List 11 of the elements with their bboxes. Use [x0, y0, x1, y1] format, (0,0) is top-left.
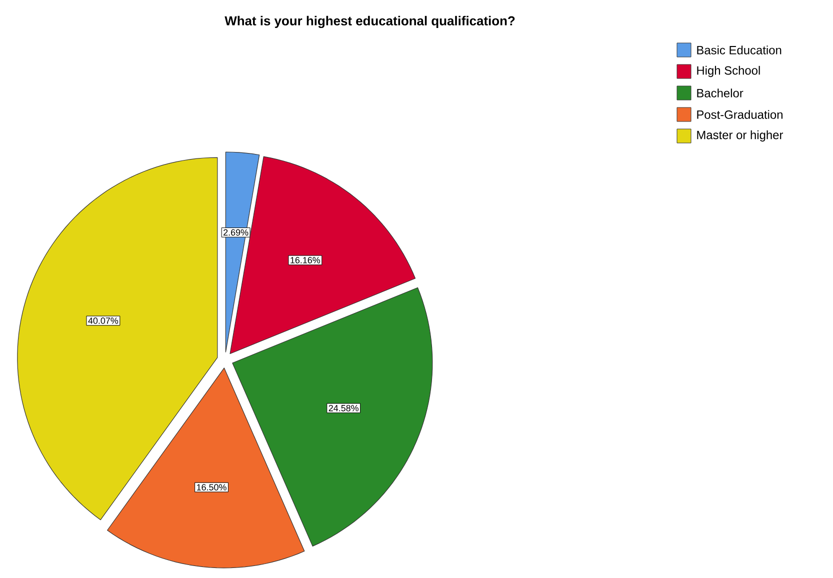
legend-label: Post-Graduation: [697, 110, 782, 119]
legend-label: Basic Education: [697, 46, 782, 54]
chart-title: What is your highest educational qualification?: [224, 16, 515, 28]
legend-label: High School: [697, 66, 760, 78]
data-label: 16.50%: [197, 484, 226, 490]
data-label: 2.69%: [224, 229, 248, 236]
data-label: 16.16%: [290, 257, 320, 264]
legend-label: Master or higher: [697, 130, 784, 142]
legend-label: Bachelor: [697, 88, 744, 98]
data-label: 40.07%: [88, 318, 118, 324]
data-label: 24.58%: [328, 404, 358, 412]
